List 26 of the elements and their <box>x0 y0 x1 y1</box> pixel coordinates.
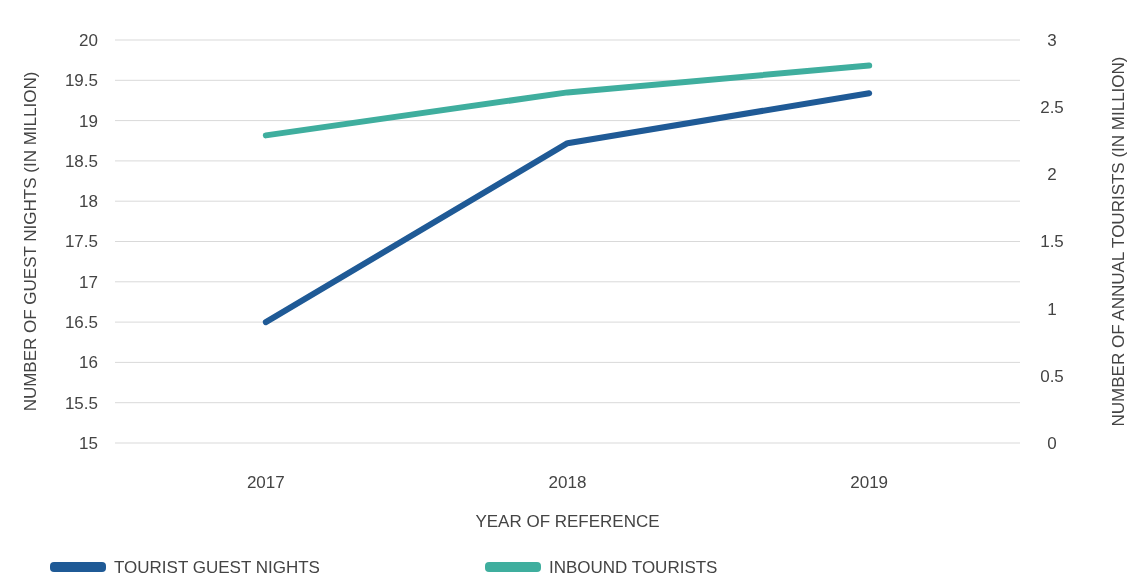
y-tick-label: 16.5 <box>64 313 98 333</box>
legend-label: TOURIST GUEST NIGHTS <box>114 557 320 577</box>
y-tick-label: 17 <box>79 272 98 292</box>
y2-axis-title: NUMBER OF ANNUAL TOURISTS (IN MILLION) <box>1108 56 1128 427</box>
x-tick-label: 2018 <box>548 472 587 492</box>
y-tick-label: 18.5 <box>64 151 98 171</box>
y2-tick-label: 3 <box>1047 30 1057 50</box>
y2-tick-label: 1 <box>1047 299 1057 319</box>
y2-tick-label: 2.5 <box>1040 98 1064 118</box>
y2-tick-label: 1.5 <box>1040 232 1064 252</box>
y-axis-title: NUMBER OF GUEST NIGHTS (IN MILLION) <box>20 71 40 412</box>
y-tick-label: 19.5 <box>64 71 98 91</box>
y-tick-label: 16 <box>79 353 98 373</box>
y-tick-label: 18 <box>79 192 98 212</box>
x-tick-label: 2019 <box>850 472 889 492</box>
x-axis-title: YEAR OF REFERENCE <box>475 511 660 531</box>
y2-tick-label: 0.5 <box>1040 366 1064 386</box>
y-tick-label: 15.5 <box>64 393 98 413</box>
y2-tick-label: 0 <box>1047 433 1057 453</box>
legend-label: INBOUND TOURISTS <box>549 557 718 577</box>
y2-tick-label: 2 <box>1047 165 1057 185</box>
y-tick-label: 17.5 <box>64 232 98 252</box>
y-tick-label: 19 <box>79 111 98 131</box>
y-tick-label: 20 <box>79 30 98 50</box>
y-tick-label: 15 <box>79 433 98 453</box>
x-tick-label: 2017 <box>246 472 285 492</box>
